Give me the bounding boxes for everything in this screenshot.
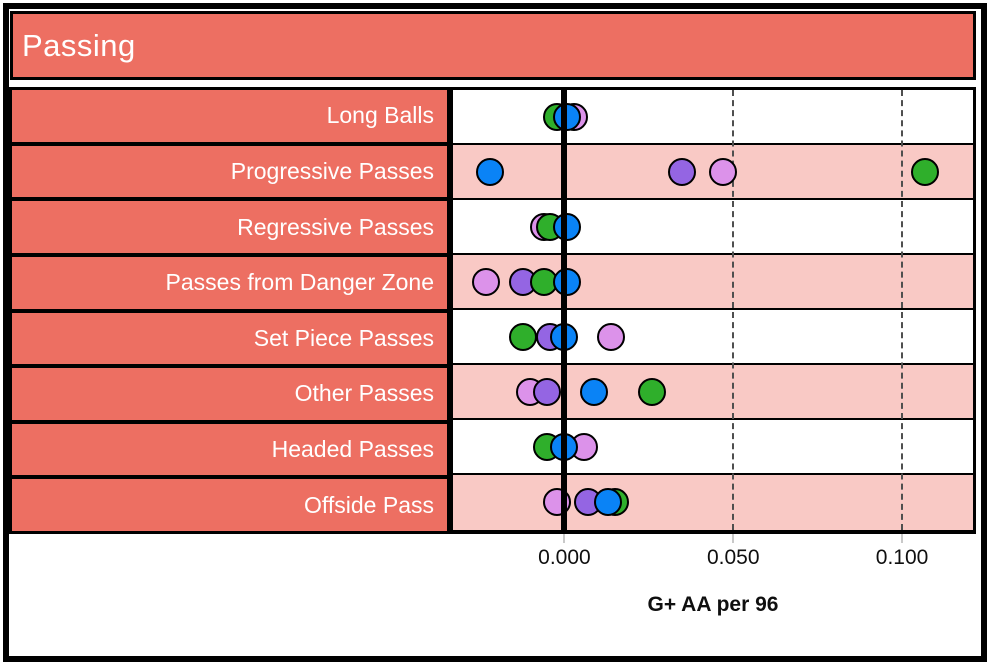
dot-plum[interactable]: [708, 158, 737, 186]
row-label: Passes from Danger Zone: [12, 256, 447, 309]
axis-tick-mark: [563, 534, 566, 543]
category-label-column: Long Balls Progressive Passes Regressive P…: [9, 87, 447, 534]
dot-blue[interactable]: [593, 488, 622, 516]
x-axis-title: G+ AA per 96: [647, 593, 779, 616]
row-label: Headed Passes: [12, 423, 447, 476]
plot-area: [447, 87, 976, 534]
axis-tick-label: 0.050: [706, 546, 760, 569]
dot-green[interactable]: [509, 323, 538, 351]
row-label: Progressive Passes: [12, 145, 447, 198]
dot-plum[interactable]: [597, 323, 626, 351]
dot-green[interactable]: [637, 378, 666, 406]
row-label: Set Piece Passes: [12, 312, 447, 365]
stripe-row: [453, 475, 973, 530]
axis-tick-mark: [901, 534, 904, 543]
dot-plum[interactable]: [472, 268, 501, 296]
row-label: Regressive Passes: [12, 201, 447, 253]
dot-purple[interactable]: [533, 378, 562, 406]
row-label: Other Passes: [12, 368, 447, 420]
stripe-row: [453, 420, 973, 475]
row-label: Long Balls: [12, 90, 447, 142]
dot-purple[interactable]: [668, 158, 697, 186]
stripe-row: [453, 90, 973, 145]
dot-green[interactable]: [911, 158, 940, 186]
gridline: [901, 90, 904, 530]
axis-tick-mark: [732, 534, 735, 543]
axis-tick-label: 0.100: [875, 546, 929, 569]
zero-reference-line: [561, 90, 568, 530]
stripe-row: [453, 255, 973, 310]
chart-header: Passing: [10, 11, 976, 80]
dot-blue[interactable]: [580, 378, 609, 406]
dot-blue[interactable]: [475, 158, 504, 186]
axis-tick-label: 0.000: [538, 546, 591, 569]
gridline: [732, 90, 735, 530]
row-label: Offside Pass: [12, 479, 447, 531]
page-title: Passing: [22, 27, 136, 63]
